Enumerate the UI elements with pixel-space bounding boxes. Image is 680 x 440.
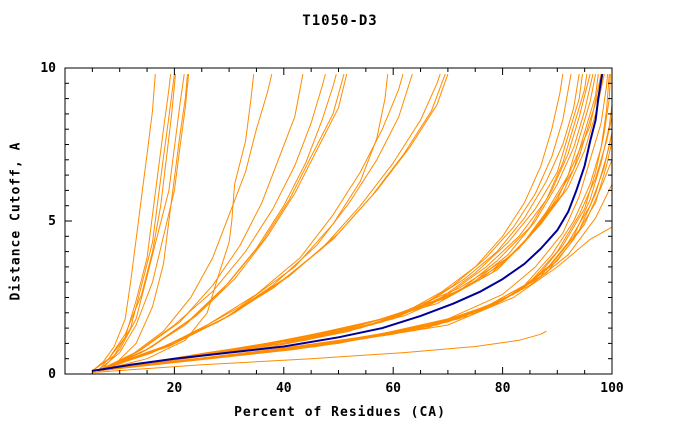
model-line: [97, 74, 172, 372]
model-line: [92, 116, 613, 372]
series-lines: [91, 73, 613, 373]
model-line: [97, 184, 613, 372]
tick-label: 100: [600, 381, 624, 396]
model-line: [97, 132, 613, 372]
model-line: [103, 74, 304, 369]
tick-label: 20: [167, 381, 183, 396]
tick-label: 10: [40, 61, 56, 76]
model-line: [97, 74, 255, 372]
model-line: [91, 74, 156, 372]
model-line: [92, 73, 605, 372]
plot-title: T1050-D3: [302, 13, 378, 29]
model-line: [103, 74, 389, 369]
tick-label: 60: [385, 381, 401, 396]
model-line: [92, 226, 613, 372]
tick-label: 5: [48, 214, 56, 229]
model-line: [92, 330, 547, 373]
x-axis-label: Percent of Residues (CA): [234, 405, 446, 420]
model-line: [102, 74, 185, 369]
model-line: [113, 74, 188, 366]
tick-label: 80: [495, 381, 511, 396]
model-line: [97, 73, 337, 372]
axes: 20 40 60 80 100 0 5 10: [40, 61, 624, 396]
model-line: [97, 73, 273, 372]
model-line: [97, 74, 190, 372]
model-line: [103, 73, 446, 369]
model-line: [103, 73, 345, 369]
model-line: [97, 73, 441, 372]
model-line: [92, 74, 572, 372]
tick-label: 0: [48, 367, 56, 382]
model-line: [92, 74, 175, 372]
tick-label: 40: [276, 381, 292, 396]
model-line: [92, 74, 176, 372]
model-line: [92, 74, 583, 372]
model-line: [97, 73, 326, 372]
model-line: [97, 74, 580, 372]
best-model-line: [92, 73, 604, 372]
